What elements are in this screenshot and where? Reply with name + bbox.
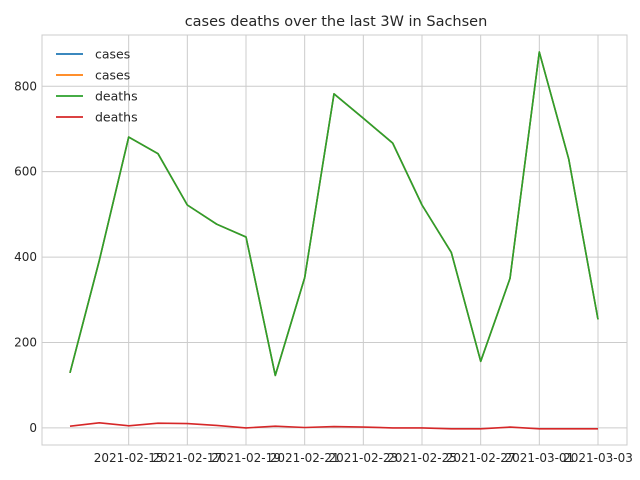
x-tick-label: 2021-02-21 bbox=[270, 451, 340, 465]
y-tick-label: 0 bbox=[29, 421, 37, 435]
chart-title: cases deaths over the last 3W in Sachsen bbox=[185, 14, 488, 30]
x-tick-label: 2021-02-27 bbox=[446, 451, 516, 465]
legend-label: deaths bbox=[95, 110, 138, 125]
legend-label: deaths bbox=[95, 89, 138, 104]
x-tick-label: 2021-02-15 bbox=[94, 451, 164, 465]
x-tick-label: 2021-02-19 bbox=[211, 451, 281, 465]
series-line-3-deaths bbox=[69, 421, 598, 430]
x-tick-label: 2021-03-03 bbox=[563, 451, 633, 465]
x-tick-label: 2021-02-17 bbox=[152, 451, 222, 465]
x-tick-label: 2021-02-23 bbox=[328, 451, 398, 465]
y-tick-label: 800 bbox=[14, 79, 37, 93]
y-tick-label: 400 bbox=[14, 250, 37, 264]
y-axis: 0 200 400 600 800 bbox=[14, 79, 37, 435]
x-tick-label: 2021-02-25 bbox=[387, 451, 457, 465]
legend-label: cases bbox=[95, 47, 130, 62]
y-tick-label: 200 bbox=[14, 336, 37, 350]
grid-lines bbox=[42, 35, 627, 445]
series-line-2-deaths bbox=[69, 51, 599, 377]
y-tick-label: 600 bbox=[14, 165, 37, 179]
series-group bbox=[69, 51, 599, 430]
plot-area-frame bbox=[41, 34, 628, 446]
x-axis: 2021-02-152021-02-172021-02-192021-02-21… bbox=[94, 451, 633, 465]
legend-label: cases bbox=[95, 68, 130, 83]
x-tick-label: 2021-03-01 bbox=[504, 451, 574, 465]
legend: cases cases deaths deaths bbox=[56, 47, 138, 125]
